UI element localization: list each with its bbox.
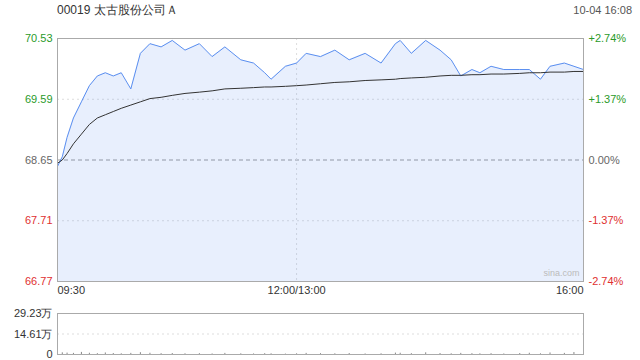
svg-text:-1.37%: -1.37% xyxy=(589,214,624,226)
svg-text:67.71: 67.71 xyxy=(25,214,53,226)
svg-text:66.77: 66.77 xyxy=(25,275,53,287)
svg-text:0: 0 xyxy=(46,348,52,360)
svg-text:+1.37%: +1.37% xyxy=(589,93,627,105)
html-text:10-04 16:08: 10-04 16:08 xyxy=(573,4,632,16)
svg-text:0.00%: 0.00% xyxy=(589,154,620,166)
svg-text:29.23万: 29.23万 xyxy=(14,307,53,319)
svg-text:12:00/13:00: 12:00/13:00 xyxy=(268,284,326,296)
svg-text:14.61万: 14.61万 xyxy=(14,328,53,340)
svg-text:69.59: 69.59 xyxy=(25,93,53,105)
svg-text:sina.com: sina.com xyxy=(543,268,579,278)
svg-text:16:00: 16:00 xyxy=(556,284,584,296)
svg-text:70.53: 70.53 xyxy=(25,32,53,44)
html-text:00019 太古股份公司Ａ: 00019 太古股份公司Ａ xyxy=(57,2,178,17)
svg-text:68.65: 68.65 xyxy=(25,154,53,166)
svg-text:+2.74%: +2.74% xyxy=(589,32,627,44)
svg-text:-2.74%: -2.74% xyxy=(589,275,624,287)
svg-text:09:30: 09:30 xyxy=(58,284,86,296)
